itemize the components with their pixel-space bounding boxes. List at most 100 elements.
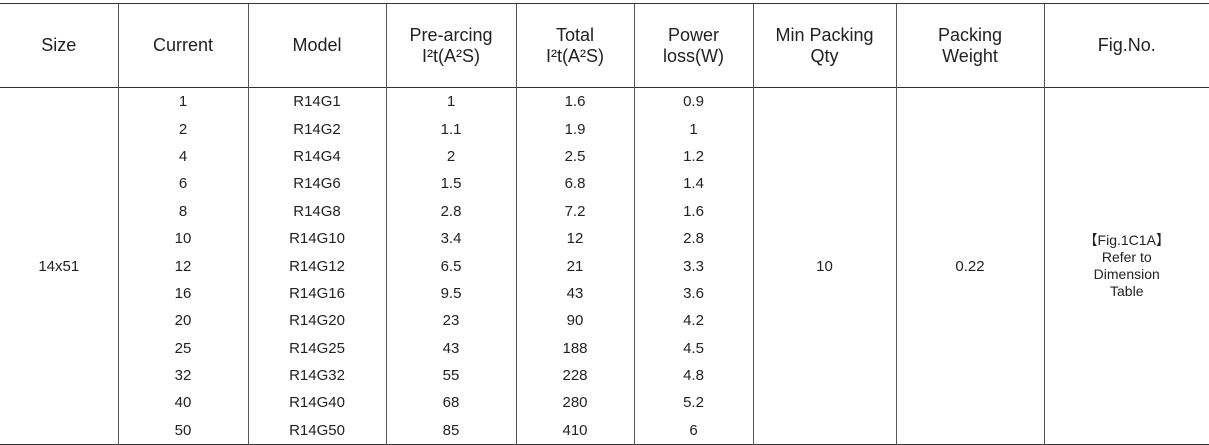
cell-current: 25 [117,334,248,362]
cell-prearcing: 1 [385,87,516,116]
cell-current: 2 [117,115,248,143]
cell-model: R14G1 [247,87,386,116]
cell-power: 5.2 [633,389,753,417]
header-packing-qty: Min Packing Qty [752,4,896,88]
cell-total: 1.9 [515,115,634,143]
header-total-line1: Total [555,24,595,45]
cell-power: 2.8 [633,224,753,253]
cell-model: R14G40 [247,389,386,417]
table-row: 16 R14G16 9.5 43 3.6 [0,279,1209,308]
cell-power: 4.5 [633,334,753,362]
cell-total: 1.6 [515,87,634,116]
cell-power: 1 [633,115,753,143]
header-fig: Fig.No. [1043,4,1209,88]
cell-power: 1.2 [633,142,753,171]
cell-current: 12 [117,252,248,280]
cell-power: 6 [633,416,753,445]
header-row: Size Current Model Pre-arcing I²t(A²S) T… [0,4,1209,88]
cell-power: 0.9 [633,87,753,116]
cell-model: R14G2 [247,115,386,143]
cell-prearcing: 85 [385,416,516,445]
cell-power: 4.2 [633,307,753,335]
cell-model: R14G25 [247,334,386,362]
cell-model: R14G32 [247,361,386,390]
cell-current: 40 [117,389,248,417]
header-current: Current [117,4,248,88]
table-row: 25 R14G25 43 188 4.5 [0,334,1209,362]
cell-power: 1.4 [633,170,753,198]
cell-model: R14G12 [247,252,386,280]
fig-line3: Dimension [1093,266,1160,283]
fuse-spec-table: Size Current Model Pre-arcing I²t(A²S) T… [0,4,1209,445]
cell-model: R14G4 [247,142,386,171]
cell-total: 90 [515,307,634,335]
cell-total: 7.2 [515,197,634,225]
cell-prearcing: 23 [385,307,516,335]
table-row: 8 R14G8 2.8 7.2 1.6 [0,197,1209,225]
header-total: Total I²t(A²S) [515,4,634,88]
cell-min-packing-qty: 10 [752,87,896,445]
cell-total: 12 [515,224,634,253]
cell-model: R14G16 [247,279,386,308]
cell-fig-no: 【Fig.1C1A】 Refer to Dimension Table [1043,87,1209,445]
header-prearcing-line2: I²t(A²S) [422,45,480,66]
header-packing-qty-line2: Qty [810,45,839,66]
cell-current: 6 [117,170,248,198]
cell-prearcing: 6.5 [385,252,516,280]
cell-model: R14G20 [247,307,386,335]
cell-current: 20 [117,307,248,335]
header-size: Size [41,35,77,55]
header-power: Power loss(W) [633,4,753,88]
header-packing-weight-line1: Packing [937,24,1003,45]
header-power-line1: Power [667,24,720,45]
cell-power: 3.3 [633,252,753,280]
table-row: 32 R14G32 55 228 4.8 [0,361,1209,390]
cell-prearcing: 9.5 [385,279,516,308]
cell-total: 280 [515,389,634,417]
table-row: 10 R14G10 3.4 12 2.8 [0,224,1209,253]
cell-prearcing: 68 [385,389,516,417]
header-model: Model [247,4,386,88]
cell-model: R14G10 [247,224,386,253]
cell-total: 410 [515,416,634,445]
cell-current: 4 [117,142,248,171]
cell-prearcing: 3.4 [385,224,516,253]
cell-current: 8 [117,197,248,225]
cell-current: 16 [117,279,248,308]
cell-total: 21 [515,252,634,280]
table-row: 20 R14G20 23 90 4.2 [0,307,1209,335]
header-total-line2: I²t(A²S) [546,45,604,66]
cell-total: 6.8 [515,170,634,198]
table-body: 14x51 1 R14G1 1 1.6 0.9 10 0.22 【Fig.1C1A】 Refer … [0,87,1209,445]
header-packing-qty-line1: Min Packing [775,24,874,45]
cell-model: R14G6 [247,170,386,198]
cell-current: 32 [117,361,248,390]
cell-prearcing: 1.1 [385,115,516,143]
cell-prearcing: 2.8 [385,197,516,225]
header-power-line2: loss(W) [663,45,724,66]
table-row: 40 R14G40 68 280 5.2 [0,389,1209,417]
header-packing-weight-line2: Weight [942,45,998,66]
fig-line2: Refer to [1101,249,1152,266]
table-top-rule [0,3,1209,4]
cell-model: R14G8 [247,197,386,225]
table-row: 14x51 1 R14G1 1 1.6 0.9 10 0.22 【Fig.1C1A】 Refer … [0,87,1209,445]
cell-current: 50 [117,416,248,445]
table-row: 4 R14G4 2 2.5 1.2 [0,142,1209,171]
cell-model: R14G50 [247,416,386,445]
cell-power: 1.6 [633,197,753,225]
cell-current: 1 [117,87,248,116]
header-prearcing-line1: Pre-arcing [409,24,493,45]
cell-prearcing: 2 [385,142,516,171]
fig-line4: Table [1110,283,1144,300]
cell-total: 2.5 [515,142,634,171]
cell-size: 14x51 [38,257,80,275]
cell-prearcing: 1.5 [385,170,516,198]
cell-current: 10 [117,224,248,253]
cell-prearcing: 43 [385,334,516,362]
cell-total: 43 [515,279,634,308]
cell-total: 188 [515,334,634,362]
cell-power: 3.6 [633,279,753,308]
cell-total: 228 [515,361,634,390]
header-prearcing: Pre-arcing I²t(A²S) [385,4,516,88]
